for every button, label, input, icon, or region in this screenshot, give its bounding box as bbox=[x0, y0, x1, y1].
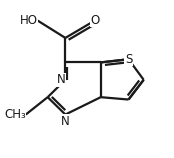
Text: N: N bbox=[57, 73, 65, 86]
Text: O: O bbox=[90, 14, 100, 27]
Text: N: N bbox=[61, 115, 70, 128]
Text: HO: HO bbox=[19, 14, 38, 27]
Text: CH₃: CH₃ bbox=[4, 108, 26, 121]
Text: S: S bbox=[125, 53, 132, 66]
